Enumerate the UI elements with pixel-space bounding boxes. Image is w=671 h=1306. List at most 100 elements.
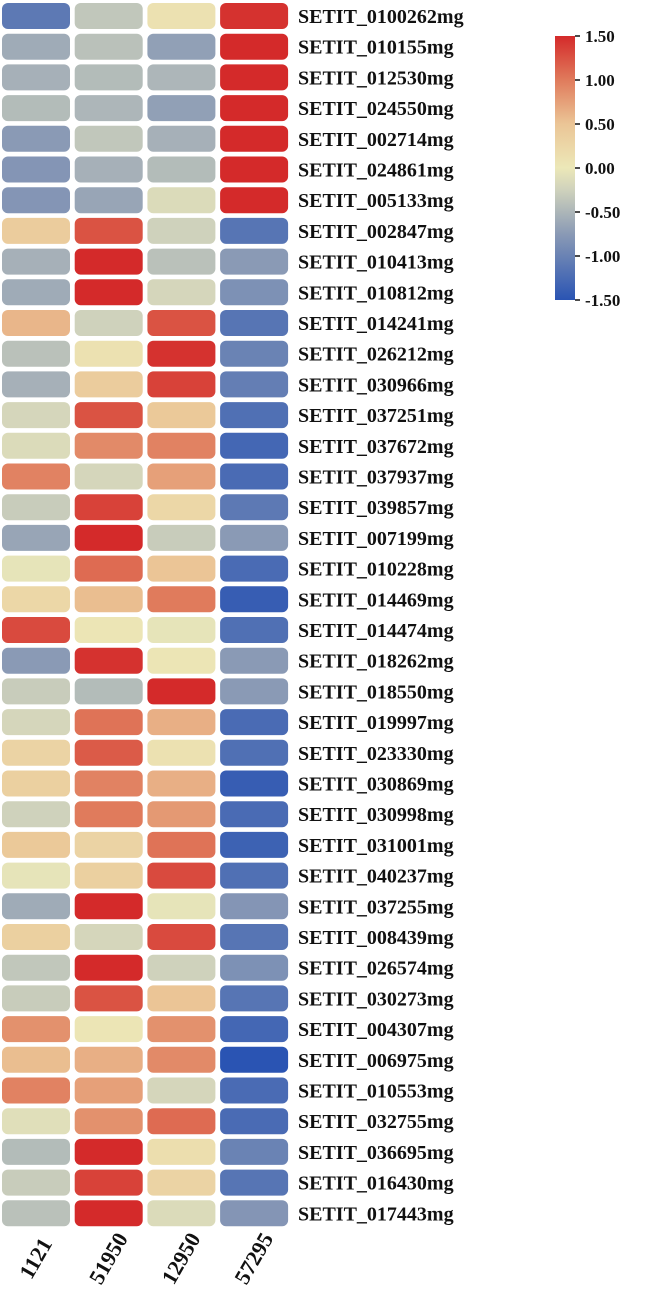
heatmap-cell <box>147 647 216 674</box>
heatmap-cell <box>220 1200 289 1227</box>
heatmap-cell <box>2 217 70 244</box>
heatmap-cell <box>147 125 216 152</box>
heatmap-cell <box>147 1077 216 1104</box>
heatmap-cell <box>220 1046 289 1073</box>
row-label: SETIT_037251mg <box>298 405 454 427</box>
heatmap-cell <box>74 1169 143 1196</box>
row-label: SETIT_030869mg <box>298 774 454 796</box>
heatmap-cell <box>74 862 143 889</box>
row-label: SETIT_014469mg <box>298 589 454 611</box>
heatmap-cell <box>147 64 216 91</box>
heatmap-cell <box>147 985 216 1012</box>
heatmap-cell <box>74 1077 143 1104</box>
heatmap-cell <box>220 95 289 122</box>
column-label: 1121 <box>14 1233 57 1283</box>
heatmap-cell <box>74 617 143 643</box>
heatmap-cell <box>220 463 289 490</box>
heatmap-cell <box>2 647 70 674</box>
heatmap-cell <box>147 1046 216 1073</box>
row-label: SETIT_030273mg <box>298 988 454 1010</box>
row-label: SETIT_032755mg <box>298 1111 454 1133</box>
heatmap-cell <box>74 1200 143 1227</box>
heatmap-cell <box>2 187 70 214</box>
heatmap-cell <box>2 371 70 398</box>
row-label: SETIT_004307mg <box>298 1019 454 1041</box>
heatmap-cell <box>147 555 216 582</box>
heatmap-cell <box>220 709 289 736</box>
heatmap-cell <box>147 770 216 797</box>
row-label: SETIT_037937mg <box>298 467 454 489</box>
heatmap-cell <box>147 524 216 551</box>
row-label: SETIT_037672mg <box>298 436 454 458</box>
heatmap-cell <box>220 402 289 429</box>
heatmap-cell <box>74 924 143 950</box>
heatmap-cell <box>147 95 216 122</box>
heatmap-cell <box>74 217 143 244</box>
heatmap-cell <box>147 432 216 459</box>
row-label: SETIT_0100262mg <box>298 6 464 28</box>
heatmap-cell <box>2 801 70 828</box>
heatmap-cell <box>74 893 143 920</box>
heatmap-cell <box>74 709 143 736</box>
heatmap-cell <box>2 1108 70 1135</box>
heatmap-cell <box>74 3 143 29</box>
heatmap-cell <box>220 617 289 643</box>
heatmap-cell <box>220 187 289 214</box>
heatmap-cell <box>220 33 289 60</box>
row-label: SETIT_024861mg <box>298 160 454 182</box>
heatmap-cell <box>220 64 289 91</box>
heatmap-cell <box>220 494 289 521</box>
heatmap-cell <box>2 1046 70 1073</box>
heatmap-cell <box>220 156 289 183</box>
heatmap-cell <box>147 33 216 60</box>
heatmap-cell <box>74 156 143 183</box>
row-label: SETIT_030998mg <box>298 804 454 826</box>
heatmap-cell <box>147 586 216 613</box>
heatmap-cell <box>220 3 289 29</box>
row-label: SETIT_017443mg <box>298 1203 454 1225</box>
heatmap-cell <box>2 985 70 1012</box>
heatmap-cell <box>147 1016 216 1043</box>
heatmap-cell <box>2 586 70 613</box>
heatmap-cell <box>147 248 216 275</box>
heatmap-cell <box>74 187 143 214</box>
column-labels: 1121 51950 12950 57295 <box>14 1228 278 1288</box>
heatmap-cell <box>220 217 289 244</box>
row-labels: SETIT_0100262mg SETIT_010155mg SETIT_01253… <box>298 6 464 1225</box>
heatmap-cell <box>2 524 70 551</box>
heatmap-cell <box>2 709 70 736</box>
heatmap-cell <box>147 831 216 858</box>
heatmap-cell <box>220 310 289 336</box>
heatmap-cell <box>220 125 289 152</box>
heatmap-cell <box>2 1077 70 1104</box>
heatmap-cell <box>2 617 70 643</box>
row-label: SETIT_026212mg <box>298 344 454 366</box>
column-label: 57295 <box>229 1228 278 1288</box>
row-label: SETIT_010553mg <box>298 1081 454 1103</box>
heatmap-cell <box>220 1108 289 1135</box>
heatmap-cell <box>147 954 216 981</box>
heatmap-cell <box>220 893 289 920</box>
heatmap-cell <box>74 371 143 398</box>
heatmap-cell <box>147 678 216 705</box>
heatmap-cell <box>74 1138 143 1165</box>
heatmap-cell <box>220 647 289 674</box>
colorbar-tick-label: -1.50 <box>585 291 620 310</box>
heatmap-cell <box>220 340 289 367</box>
heatmap-cell <box>220 1016 289 1043</box>
heatmap-cell <box>147 187 216 214</box>
row-label: SETIT_014241mg <box>298 313 454 335</box>
heatmap-cell <box>2 1200 70 1227</box>
heatmap-cell <box>147 494 216 521</box>
heatmap-cell <box>74 1046 143 1073</box>
row-label: SETIT_007199mg <box>298 528 454 550</box>
heatmap-cell <box>74 432 143 459</box>
heatmap-cell <box>2 1169 70 1196</box>
heatmap-cell <box>74 125 143 152</box>
heatmap-cell <box>2 248 70 275</box>
colorbar-tick-label: 0.00 <box>585 159 615 178</box>
colorbar-tick-label: -1.00 <box>585 247 620 266</box>
heatmap-cell <box>220 862 289 889</box>
heatmap-cell <box>147 862 216 889</box>
